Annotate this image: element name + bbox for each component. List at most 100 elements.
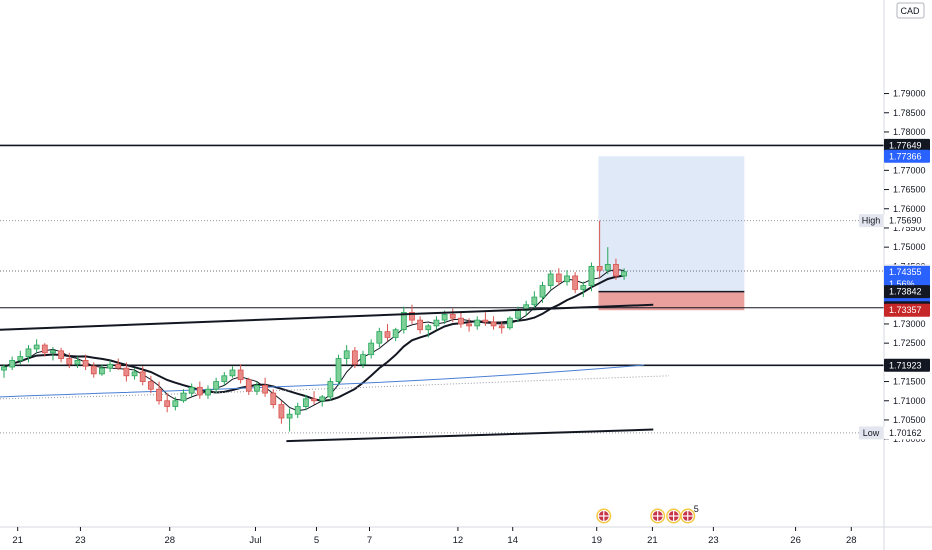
- price-tick-label: 1.71500: [893, 377, 926, 387]
- price-tick-label: 1.71000: [893, 396, 926, 406]
- event-icon[interactable]: 5: [680, 504, 699, 524]
- price-tag-value: 1.77649: [889, 140, 922, 150]
- price-tag-value: 1.70162: [889, 428, 922, 438]
- candle-body: [221, 375, 228, 382]
- candle-body: [25, 348, 32, 357]
- price-tag: 1.73842: [884, 285, 930, 299]
- price-tick-label: 1.77000: [893, 165, 926, 175]
- time-tick-label: 7: [367, 535, 372, 546]
- price-tag: 1.70162 Low: [859, 426, 930, 440]
- candle-body: [9, 360, 16, 368]
- candle-body: [547, 273, 554, 286]
- price-tag-box: [884, 358, 930, 372]
- profit-zone[interactable]: [598, 156, 745, 292]
- price-tag-label-box: [859, 214, 883, 228]
- time-tick-label: 28: [846, 535, 857, 546]
- price-tick-label: 1.70500: [893, 415, 926, 425]
- candle-body: [123, 367, 130, 377]
- candle-body: [115, 363, 122, 369]
- price-tag-value: 1.77366: [889, 151, 922, 161]
- time-tick-label: 28: [164, 535, 175, 546]
- candle-body: [319, 396, 326, 402]
- candle-body: [82, 360, 89, 367]
- time-tick-label: 23: [75, 535, 86, 546]
- candle-body: [172, 400, 179, 407]
- price-tag-box: [884, 303, 930, 317]
- candle-body: [99, 367, 105, 375]
- event-icon[interactable]: [666, 508, 682, 524]
- candlesticks: [1, 220, 628, 432]
- candle-body: [360, 354, 366, 365]
- candle-body: [33, 344, 40, 350]
- trendline[interactable]: [0, 303, 654, 331]
- candle-body: [604, 264, 611, 271]
- price-tag-label: Low: [863, 428, 880, 438]
- price-tick-label: 1.75500: [893, 223, 926, 233]
- price-tag: 1.73357: [884, 303, 930, 317]
- candle-body: [351, 350, 358, 365]
- candle-body: [17, 356, 24, 361]
- price-tag-box: [884, 214, 930, 228]
- price-tick-label: 1.73000: [893, 319, 926, 329]
- candle-body: [286, 413, 293, 419]
- price-tick-label: 1.72500: [893, 338, 926, 348]
- event-count-badge: 5: [694, 504, 699, 514]
- candle-body: [555, 273, 562, 283]
- price-tick-label: 1.76000: [893, 204, 926, 214]
- candle-body: [1, 366, 7, 371]
- price-tag-value: 1.73357: [889, 305, 922, 315]
- long-ma-line: [0, 364, 645, 398]
- candle-body: [343, 350, 350, 359]
- candle-body: [294, 406, 301, 415]
- time-tick-label: 23: [708, 535, 719, 546]
- candle-body: [613, 264, 619, 277]
- economic-events[interactable]: 5: [596, 504, 699, 524]
- price-tag: 1.75690 High: [859, 214, 930, 228]
- horizontal-levels: [0, 144, 884, 434]
- price-tags: 1.776491.773661.75690High1.743791.743551…: [859, 138, 930, 440]
- candle-body: [229, 369, 236, 377]
- candle-body: [433, 319, 440, 327]
- currency-badge[interactable]: [896, 2, 925, 19]
- candle-body: [147, 381, 154, 390]
- candle-body: [531, 296, 538, 306]
- price-tick-label: 1.76500: [893, 185, 926, 195]
- candle-body: [196, 386, 203, 396]
- candle-body: [596, 265, 603, 271]
- price-tag-label: High: [862, 216, 881, 226]
- candle-body: [564, 275, 570, 283]
- time-tick-label: 26: [790, 535, 801, 546]
- long-position-tool[interactable]: [598, 156, 745, 311]
- time-tick-label: 14: [507, 535, 518, 546]
- time-tick-label: Jul: [249, 535, 261, 546]
- candle-body: [90, 365, 97, 375]
- candle-body: [474, 319, 481, 327]
- event-icon[interactable]: [596, 508, 612, 524]
- candle-body: [384, 331, 391, 338]
- candle-body: [580, 285, 587, 290]
- time-tick-label: 21: [12, 535, 23, 546]
- candle-body: [466, 323, 472, 327]
- time-axis-ticks: 21 23 28 Jul 5 7 12 14 19 21 23 26 28: [12, 527, 857, 546]
- event-icon[interactable]: [650, 508, 666, 524]
- price-tag-value: 1.74355: [889, 267, 922, 277]
- candle-body: [515, 310, 521, 319]
- trendlines[interactable]: [0, 303, 654, 443]
- candle-body: [539, 285, 546, 298]
- candle-body: [449, 313, 456, 319]
- price-tag-box: [884, 285, 930, 299]
- candle-body: [164, 400, 171, 407]
- candle-body: [66, 358, 73, 365]
- candle-body: [441, 313, 448, 321]
- candle-body: [482, 319, 489, 323]
- candle-body: [572, 275, 579, 290]
- candle-body: [254, 384, 260, 392]
- candle-body: [458, 317, 464, 325]
- candle-body: [417, 319, 424, 331]
- trendline[interactable]: [286, 428, 654, 443]
- price-tag: 1.71923: [884, 358, 930, 372]
- candle-body: [311, 398, 317, 402]
- candle-body: [58, 350, 65, 359]
